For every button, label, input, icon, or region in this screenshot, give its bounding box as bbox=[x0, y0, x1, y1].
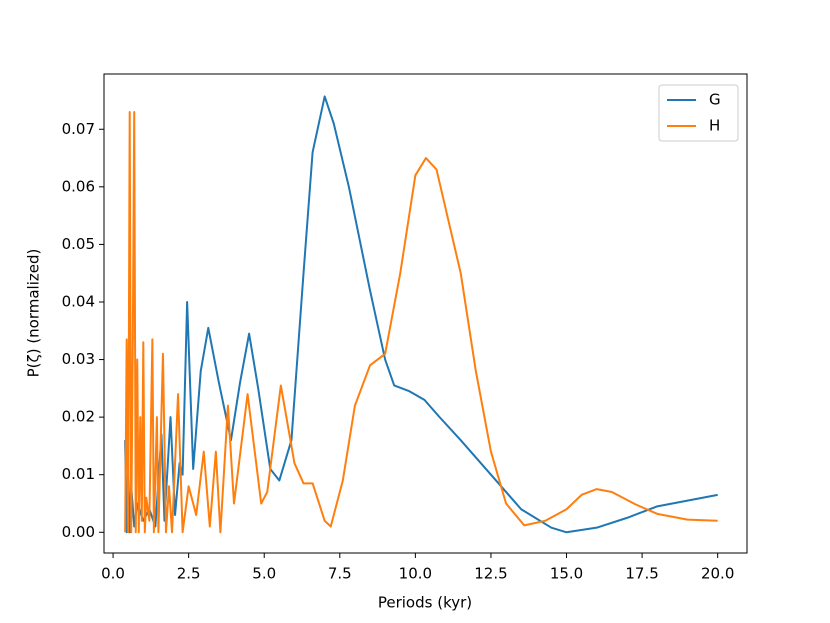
y-tick-label: 0.01 bbox=[62, 465, 95, 483]
x-tick-label: 15.0 bbox=[550, 565, 583, 583]
legend-label: H bbox=[709, 117, 720, 135]
x-tick-label: 7.5 bbox=[328, 565, 352, 583]
x-tick-label: 10.0 bbox=[399, 565, 432, 583]
x-axis-label: Periods (kyr) bbox=[378, 594, 472, 612]
y-tick-label: 0.05 bbox=[62, 235, 95, 253]
y-tick-label: 0.03 bbox=[62, 350, 95, 368]
x-tick-label: 5.0 bbox=[252, 565, 276, 583]
y-tick-label: 0.06 bbox=[62, 177, 95, 195]
legend-box bbox=[658, 84, 739, 142]
x-tick-label: 17.5 bbox=[625, 565, 658, 583]
y-axis-label: P(ζ) (normalized) bbox=[25, 249, 43, 378]
legend-label: G bbox=[709, 91, 721, 109]
plot-frame bbox=[103, 73, 748, 554]
x-tick-label: 0.0 bbox=[101, 565, 125, 583]
y-tick-label: 0.07 bbox=[62, 120, 95, 138]
y-tick-label: 0.00 bbox=[62, 523, 95, 541]
line-series bbox=[124, 111, 718, 534]
x-tick-label: 2.5 bbox=[177, 565, 201, 583]
x-tick-label: 20.0 bbox=[701, 565, 734, 583]
y-tick-label: 0.02 bbox=[62, 408, 95, 426]
x-tick-label: 12.5 bbox=[474, 565, 507, 583]
y-tick-label: 0.04 bbox=[62, 292, 95, 310]
